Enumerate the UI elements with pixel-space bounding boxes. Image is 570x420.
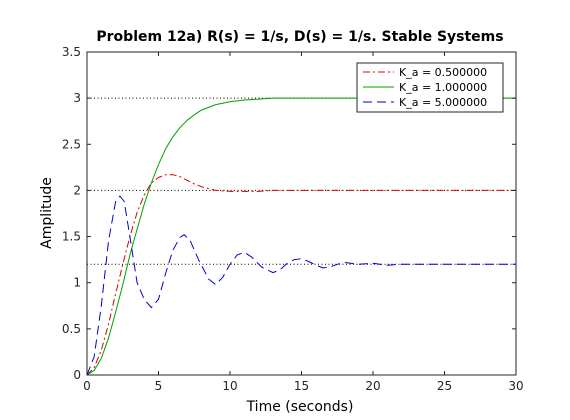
y-tick-label: 3.5 (62, 45, 81, 59)
series-line (86, 97, 516, 376)
x-tick-label: 5 (155, 379, 163, 393)
legend-label: K_a = 1.000000 (399, 81, 487, 94)
x-tick-label: 10 (222, 379, 237, 393)
axis-ticks: 0 5 10 15 20 25 30 0 0.5 1 1.5 2 2.5 3 3.5 (62, 45, 524, 393)
legend-label: K_a = 0.500000 (399, 66, 487, 79)
y-tick-label: 1 (73, 276, 81, 290)
x-tick-label: 30 (508, 379, 523, 393)
y-tick-label: 0.5 (62, 322, 81, 336)
y-tick-label: 2.5 (62, 137, 81, 151)
x-tick-label: 20 (365, 379, 380, 393)
legend-label: K_a = 5.000000 (399, 96, 487, 109)
x-tick-label: 0 (83, 379, 91, 393)
legend: K_a = 0.500000 K_a = 1.000000 K_a = 5.0000… (356, 62, 504, 113)
x-axis-label: Time (seconds) (246, 399, 354, 415)
x-tick-label: 15 (294, 379, 309, 393)
series-line (86, 195, 516, 376)
y-tick-label: 2 (73, 183, 81, 197)
y-tick-label: 3 (73, 91, 81, 105)
series-line (86, 174, 516, 376)
y-axis-label: Amplitude (39, 177, 55, 249)
series-layer (86, 97, 516, 376)
x-tick-label: 25 (437, 379, 452, 393)
chart-title: Problem 12a) R(s) = 1/s, D(s) = 1/s. Sta… (96, 29, 503, 45)
y-tick-label: 0 (73, 368, 81, 382)
y-tick-label: 1.5 (62, 230, 81, 244)
